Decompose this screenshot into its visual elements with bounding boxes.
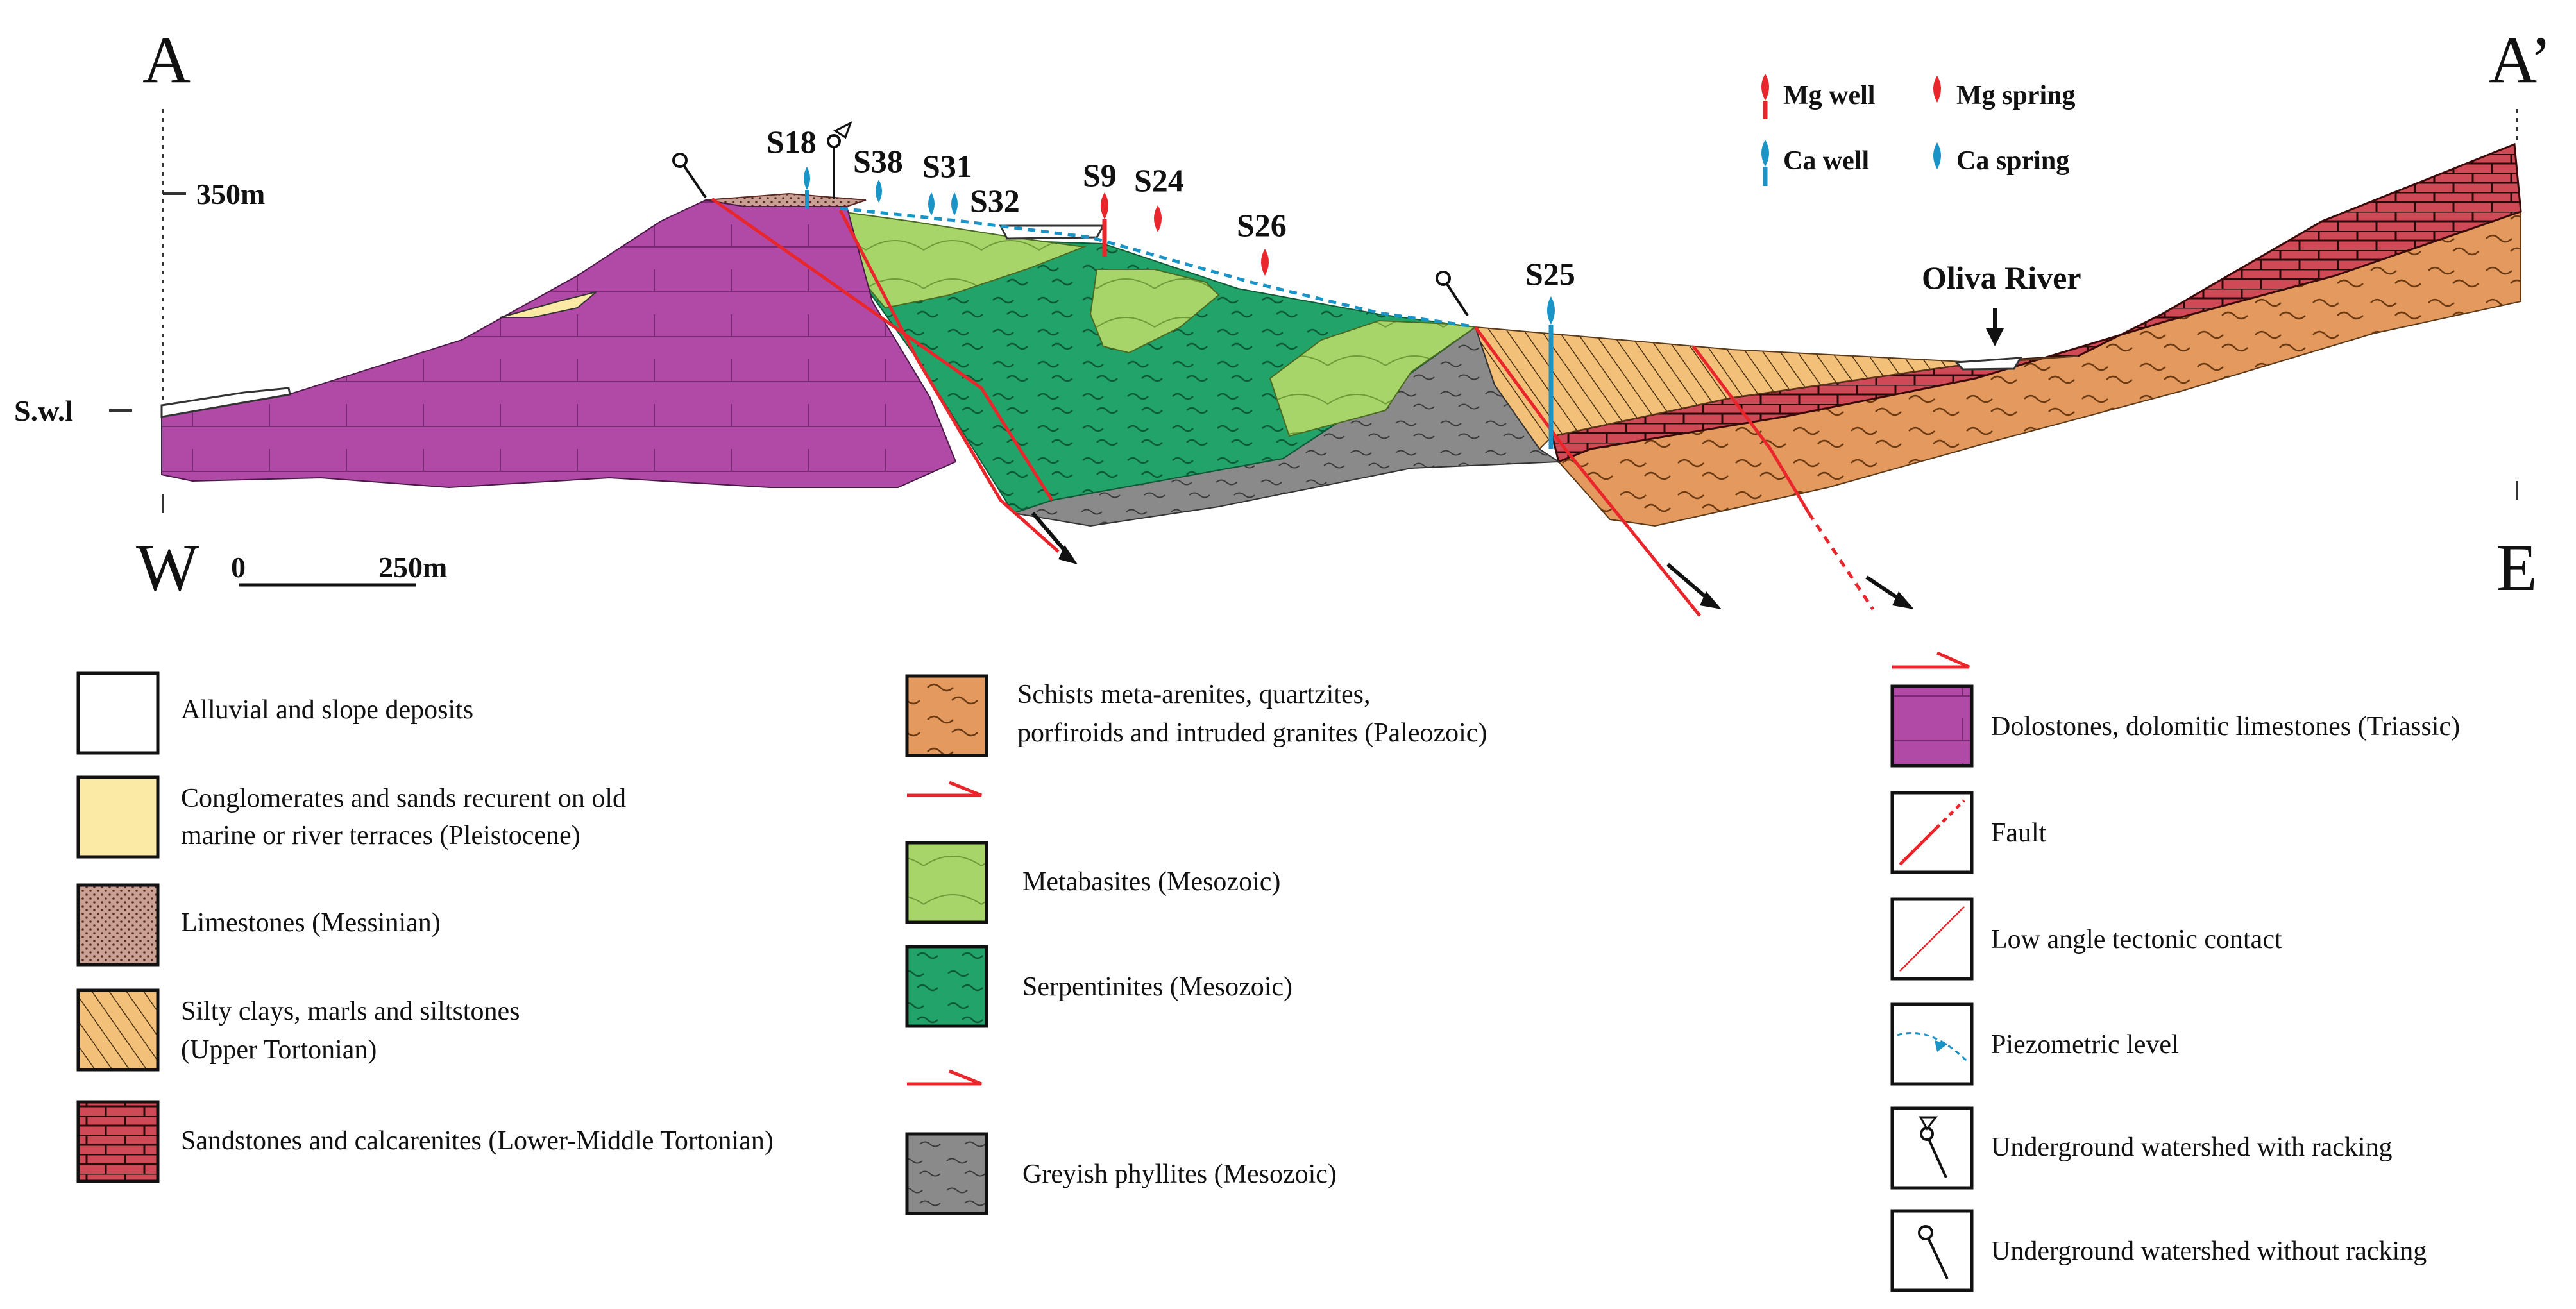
swatch-schist	[905, 674, 988, 757]
well-label-s24: S24	[1134, 162, 1184, 198]
legend-dolostone: Dolostones, dolomitic limestones (Triass…	[1991, 712, 2460, 741]
legend-serpentinite: Serpentinites (Mesozoic)	[1022, 972, 1292, 1002]
racking-flag-icon	[1919, 1116, 1938, 1131]
well-label-s26: S26	[1237, 207, 1287, 243]
fault-line-icon	[1899, 827, 1937, 866]
ca-spring-s38[interactable]: S38	[853, 143, 903, 203]
swatch-sandstone	[76, 1100, 160, 1183]
well-label-s38: S38	[853, 143, 903, 179]
legend-metabasite: Metabasites (Mesozoic)	[1022, 867, 1280, 897]
swatch-phyllite	[905, 1132, 988, 1215]
piezometric-arrow-icon	[1935, 1040, 1947, 1052]
watershed-marker-2	[1436, 271, 1469, 317]
mg-spring-s26[interactable]: S26	[1237, 207, 1287, 276]
east-label: E	[2496, 531, 2538, 605]
mg-well-icon	[1761, 74, 1769, 101]
legend-piezometric: Piezometric level	[1991, 1030, 2179, 1060]
river-arrow-head	[1986, 328, 2004, 346]
ca-spring-s31[interactable]: S31	[922, 148, 972, 215]
fault-east-2	[1692, 345, 1811, 514]
swatch-piezometric	[1890, 1002, 1974, 1086]
symbol-legend: Mg well Mg spring Ca well Ca spring	[1761, 74, 2076, 186]
fault-arrow-1-head	[1058, 545, 1078, 564]
low-angle-contact-icon	[1899, 906, 1965, 972]
piezometric-icon	[1897, 1032, 1968, 1062]
mg-spring-icon	[1933, 76, 1941, 103]
unit-alluvial-valley	[999, 224, 1105, 240]
watershed-racking-icon	[1927, 1137, 1947, 1178]
fault-east-2-dashed	[1807, 512, 1875, 611]
fault-east-1	[1473, 326, 1701, 617]
fault-symbol-1	[907, 781, 982, 797]
scale-length: 250m	[378, 551, 447, 584]
fault-west	[711, 197, 1054, 502]
legend-mg-well: Mg well	[1783, 81, 1875, 110]
unit-alluvial-river	[1954, 357, 2022, 371]
fault-symbol-2	[907, 1069, 982, 1086]
watershed-marker-racking	[827, 121, 852, 199]
legend-conglomerate-l2: marine or river terraces (Pleistocene)	[181, 821, 580, 850]
legend-limestone: Limestones (Messinian)	[181, 908, 441, 938]
legend-ca-well: Ca well	[1783, 146, 1869, 176]
legend-silty-clay-l1: Silty clays, marls and siltstones	[181, 997, 520, 1026]
swatch-metabasite	[905, 841, 988, 924]
unit-dolostone	[161, 199, 957, 489]
legend-alluvial: Alluvial and slope deposits	[181, 695, 473, 725]
legend-fault: Fault	[1991, 818, 2047, 848]
fault-arrow-3-head	[1892, 591, 1914, 609]
fault-symbol-3	[1892, 651, 1970, 669]
legend-mg-spring: Mg spring	[1956, 81, 2076, 110]
unit-alluvial-west	[160, 387, 291, 418]
legend-low-angle-contact: Low angle tectonic contact	[1991, 925, 2282, 954]
ca-well-s25[interactable]: S25	[1525, 256, 1575, 449]
well-label-s31: S31	[922, 148, 972, 184]
section-end-label: A’	[2489, 23, 2552, 97]
fault-dashed-icon	[1935, 799, 1965, 830]
west-label: W	[136, 531, 199, 605]
watershed-marker-1	[672, 153, 707, 199]
watershed-no-racking-icon	[1927, 1237, 1949, 1279]
legend-schist-l2: porfiroids and intruded granites (Paleoz…	[1017, 718, 1487, 748]
legend-silty-clay-l2: (Upper Tortonian)	[181, 1035, 377, 1065]
elevation-label: 350m	[196, 178, 265, 210]
ca-well-icon	[1761, 140, 1769, 167]
swatch-limestone	[76, 883, 160, 967]
fault-arrow-2-head	[1700, 591, 1722, 609]
unit-conglomerate	[500, 291, 597, 318]
swatch-conglomerate	[76, 775, 160, 859]
ca-well-s18[interactable]: S18	[767, 124, 817, 209]
legend-watershed-no-racking: Underground watershed without racking	[1991, 1237, 2427, 1266]
well-label-s25: S25	[1525, 256, 1575, 292]
legend-conglomerate-l1: Conglomerates and sands recurent on old	[181, 784, 626, 813]
well-label-s18: S18	[767, 124, 817, 160]
legend-phyllite: Greyish phyllites (Mesozoic)	[1022, 1160, 1337, 1189]
ca-spring-icon	[1933, 142, 1941, 169]
swatch-silty-clay	[76, 988, 160, 1072]
legend-sandstone: Sandstones and calcarenites (Lower-Middl…	[181, 1126, 774, 1156]
legend-watershed-racking: Underground watershed with racking	[1991, 1133, 2393, 1162]
fault-serpentinite	[838, 209, 1060, 553]
section-start-label: A	[142, 23, 191, 97]
swatch-watershed-no-racking	[1890, 1209, 1974, 1292]
mg-well-s9[interactable]: S9	[1083, 157, 1117, 257]
mg-spring-s24[interactable]: S24	[1134, 162, 1184, 232]
sea-level-label: S.w.l	[14, 394, 73, 427]
swatch-dolostone	[1890, 684, 1974, 768]
scale-zero: 0	[231, 551, 246, 584]
unit-metabasite-mid	[1089, 269, 1220, 354]
legend: Alluvial and slope deposits Conglomerate…	[76, 651, 2460, 1292]
swatch-alluvial	[76, 671, 160, 755]
river-label: Oliva River	[1922, 260, 2081, 296]
well-label-s32: S32	[970, 183, 1020, 219]
legend-ca-spring: Ca spring	[1956, 146, 2069, 176]
legend-schist-l1: Schists meta-arenites, quartzites,	[1017, 680, 1371, 709]
well-label-s9: S9	[1083, 157, 1117, 193]
swatch-serpentinite	[905, 945, 988, 1028]
